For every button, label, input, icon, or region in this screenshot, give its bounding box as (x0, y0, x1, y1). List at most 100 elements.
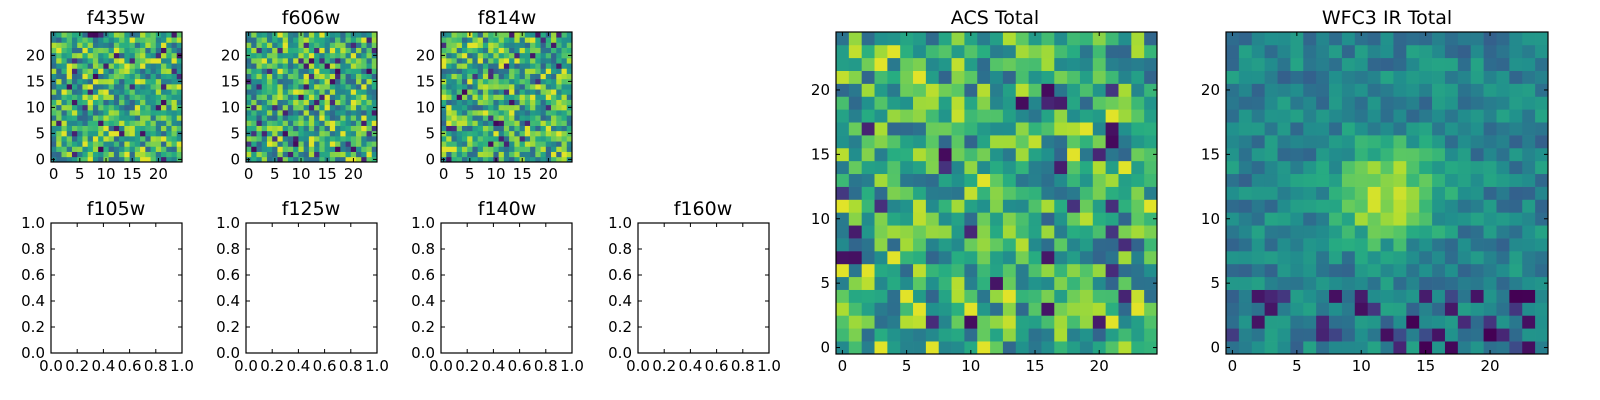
heatmap-cell (1118, 315, 1132, 329)
heatmap-cell (530, 141, 536, 147)
heatmap-cell (314, 42, 320, 48)
heatmap-cell (82, 94, 89, 100)
heatmap-cell (298, 37, 304, 43)
heatmap-cell (1303, 147, 1317, 162)
heatmap-cell (493, 99, 499, 106)
heatmap-cell (329, 99, 336, 106)
heatmap-cell (103, 110, 109, 116)
heatmap-cell (161, 89, 167, 95)
heatmap-cell (145, 63, 151, 69)
heatmap-cell (66, 32, 73, 38)
heatmap-cell (161, 115, 167, 121)
heatmap-cell (1303, 135, 1317, 149)
heatmap-cell (446, 42, 452, 48)
x-tick-label: 10 (486, 165, 505, 183)
title-f140w: f140w (478, 198, 537, 220)
heatmap-cell (261, 47, 268, 54)
heatmap-cell (324, 58, 331, 64)
heatmap-cell (1509, 212, 1523, 226)
heatmap-cell (366, 125, 373, 132)
heatmap-cell (561, 156, 568, 163)
heatmap-cell (319, 104, 325, 111)
heatmap-cell (1303, 341, 1317, 355)
heatmap-cell (361, 47, 367, 54)
heatmap-cell (150, 141, 157, 147)
heatmap-cell (134, 58, 141, 64)
heatmap-cell (287, 136, 294, 142)
heatmap-cell (1457, 263, 1472, 278)
heatmap-cell (1277, 289, 1291, 303)
heatmap-cell (514, 120, 520, 126)
heatmap-cell (1238, 109, 1253, 123)
heatmap-cell (535, 47, 541, 54)
heatmap-cell (256, 73, 263, 80)
heatmap-cell (1444, 328, 1459, 342)
heatmap-cell (87, 68, 94, 74)
heatmap-cell (345, 58, 352, 64)
heatmap-cell (441, 73, 447, 80)
heatmap-cell (282, 146, 289, 152)
heatmap-cell (1002, 289, 1017, 303)
heatmap-cell (1264, 328, 1278, 342)
heatmap-cell (1444, 160, 1459, 175)
heatmap-cell (350, 37, 357, 43)
heatmap-cell (308, 32, 315, 38)
heatmap-cell (1316, 263, 1330, 278)
heatmap-cell (66, 99, 73, 106)
heatmap-cell (498, 110, 505, 116)
heatmap-cell (266, 37, 273, 43)
heatmap-cell (836, 70, 850, 84)
heatmap-cell (951, 109, 965, 123)
heatmap-cell (1380, 173, 1394, 187)
heatmap-cell (836, 135, 850, 149)
heatmap-cell (446, 110, 452, 116)
heatmap-cell (1251, 32, 1265, 46)
heatmap-cell (251, 47, 257, 54)
heatmap-cell (1002, 135, 1017, 149)
heatmap-cell (1226, 276, 1240, 290)
heatmap-cell (82, 115, 89, 121)
heatmap-cell (171, 47, 178, 54)
heatmap-cell (900, 122, 914, 136)
heatmap-cell (1406, 32, 1420, 46)
heatmap-cell (113, 32, 120, 38)
heatmap-cell (1041, 70, 1055, 84)
heatmap-cell (1380, 276, 1394, 290)
heatmap-cell (51, 151, 57, 158)
heatmap-cell (1079, 328, 1094, 342)
heatmap-cell (1341, 160, 1356, 175)
heatmap-cell (293, 32, 299, 38)
heatmap-cell (441, 94, 447, 100)
heatmap-cell (514, 73, 520, 80)
heatmap-cell (124, 58, 130, 64)
heatmap-cell (314, 99, 320, 106)
heatmap-cell (456, 58, 463, 64)
heatmap-cell (1393, 173, 1407, 187)
heatmap-cell (498, 84, 505, 90)
heatmap-cell (441, 125, 447, 132)
heatmap-cell (335, 89, 341, 95)
heatmap-cell (977, 225, 991, 239)
heatmap-cell (990, 147, 1004, 162)
heatmap-cell (176, 32, 183, 38)
heatmap-cell (990, 302, 1004, 316)
heatmap-cell (990, 225, 1004, 239)
heatmap-cell (441, 84, 447, 90)
heatmap-cell (861, 173, 875, 187)
heatmap-cell (1079, 199, 1094, 213)
heatmap-cell (938, 173, 952, 187)
heatmap-cell (848, 289, 863, 303)
heatmap-cell (176, 151, 183, 158)
heatmap-cell (145, 32, 151, 38)
heatmap-cell (1238, 96, 1253, 110)
heatmap-cell (345, 63, 352, 69)
heatmap-cell (272, 125, 278, 132)
heatmap-cell (482, 73, 489, 80)
heatmap-cell (561, 120, 568, 126)
heatmap-cell (287, 104, 294, 111)
heatmap-cell (509, 136, 515, 142)
heatmap-cell (503, 115, 510, 121)
heatmap-cell (145, 37, 151, 43)
heatmap-cell (1406, 83, 1420, 97)
heatmap-cell (461, 89, 468, 95)
